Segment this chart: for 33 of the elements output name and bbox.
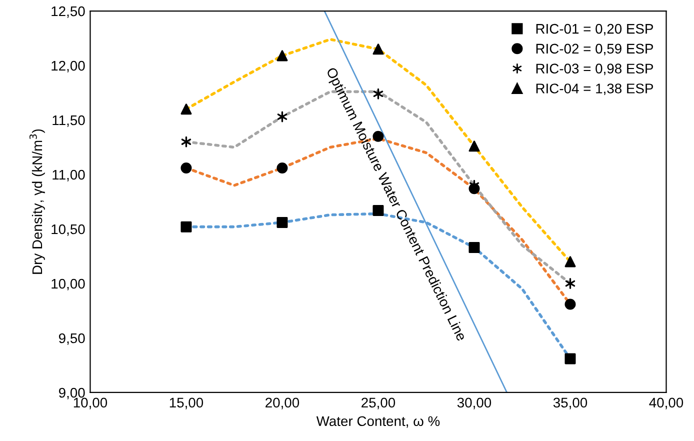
y-tick-label: 9,50 (58, 333, 85, 345)
x-tick-label: 15,00 (170, 398, 204, 410)
legend-label: RIC-01 = 0,20 ESP (536, 24, 654, 36)
x-tick-label: 40,00 (649, 398, 684, 410)
x-tick-label: 10,00 (74, 398, 108, 410)
point (468, 140, 480, 152)
y-axis-title: Dry Density, γd (kN/m$^{3}$) (29, 129, 45, 274)
point (372, 44, 384, 55)
x-axis-title: Water Content, ω % (316, 416, 440, 428)
point (180, 162, 192, 174)
y-tick-label: 10,50 (52, 224, 85, 236)
x-tick-label: 20,00 (266, 398, 300, 410)
point (180, 104, 192, 115)
x-tick-label: 30,00 (457, 398, 492, 410)
y-tick-label: 11,50 (52, 115, 85, 127)
y-tick-label: 10,00 (52, 278, 85, 290)
y-tick-label: 12,50 (52, 6, 85, 18)
y-tick-label: 9,00 (58, 388, 85, 400)
point (564, 256, 576, 268)
legend-label: RIC-04 = 1,38 ESP (536, 84, 654, 96)
point (180, 221, 192, 232)
x-tick-label: 25,00 (362, 398, 396, 410)
point (276, 50, 288, 62)
point (372, 204, 384, 216)
point (468, 242, 480, 254)
y-tick-label: 12,00 (52, 60, 85, 72)
point (276, 162, 288, 174)
legend-label: RIC-02 = 0,59 ESP (536, 44, 654, 56)
point (564, 298, 576, 310)
y-tick-label: 11,00 (52, 170, 85, 182)
x-tick-label: 35,00 (553, 398, 588, 410)
point (276, 216, 288, 228)
point (564, 353, 576, 364)
